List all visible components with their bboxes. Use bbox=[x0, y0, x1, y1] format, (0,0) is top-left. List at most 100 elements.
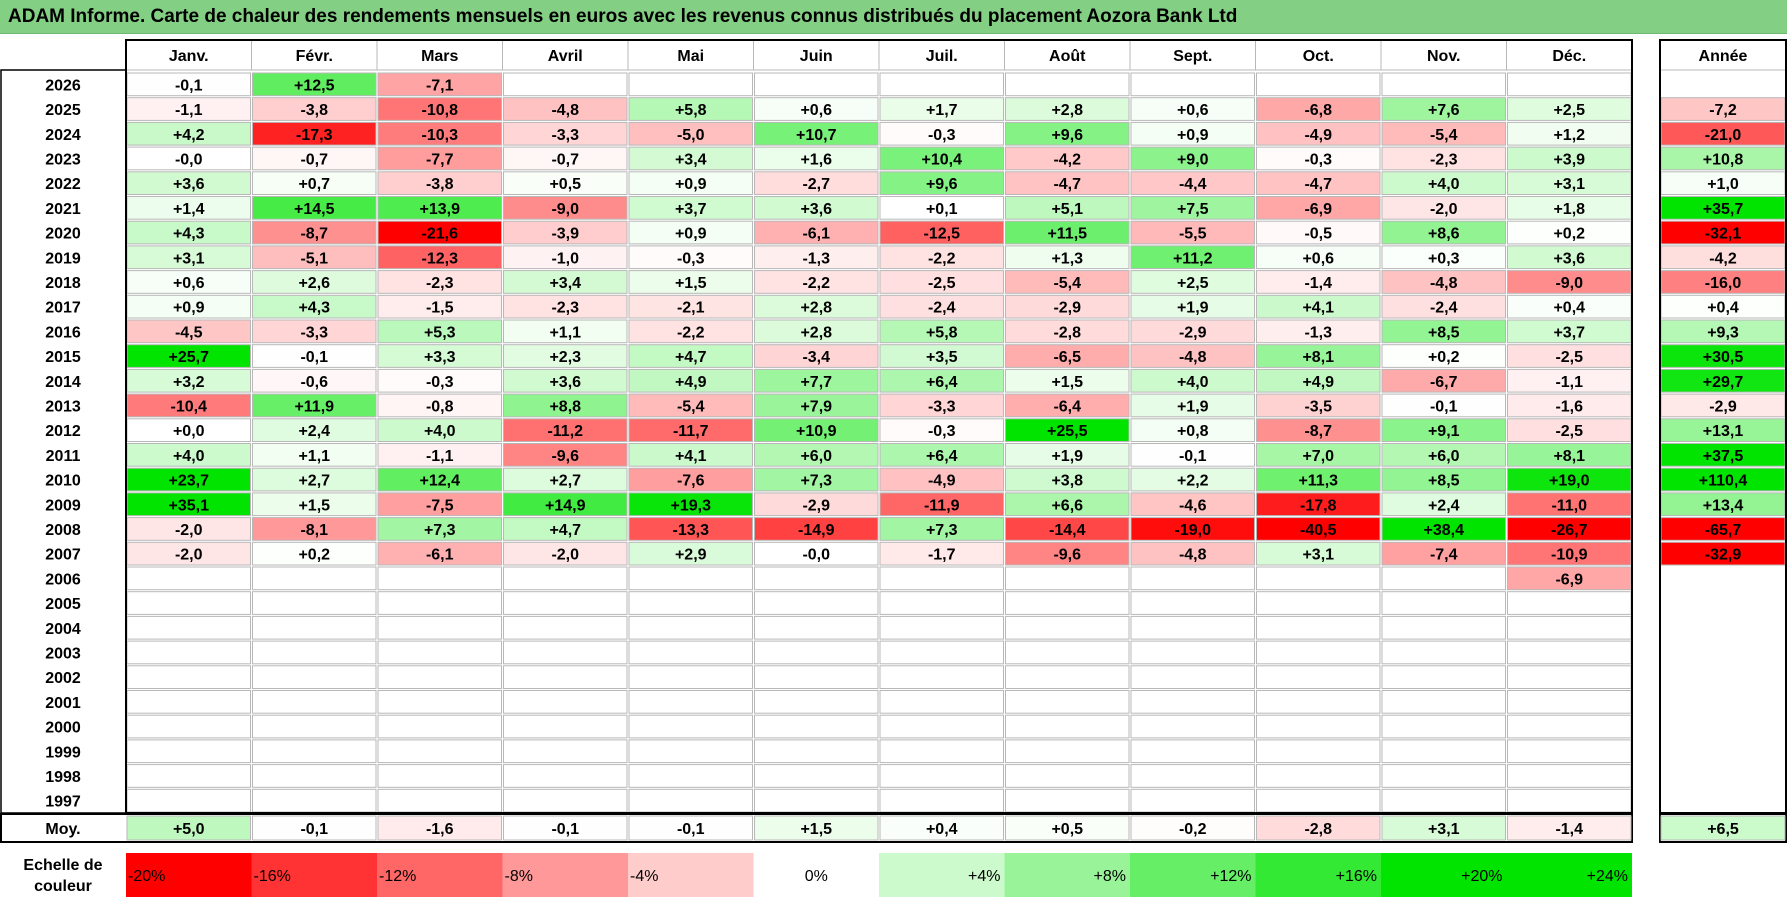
heatmap-cell bbox=[252, 368, 377, 393]
heatmap-cell bbox=[252, 690, 377, 714]
heatmap-cell bbox=[879, 344, 1004, 368]
heatmap-cell bbox=[879, 171, 1004, 196]
heatmap-cell bbox=[1130, 690, 1255, 714]
average-cell bbox=[1130, 815, 1255, 841]
year-label: 2022 bbox=[45, 176, 81, 193]
heatmap-cell bbox=[1256, 270, 1381, 294]
heatmap-cell bbox=[1005, 418, 1130, 442]
heatmap-cell-value: -2,2 bbox=[802, 275, 830, 292]
heatmap-cell bbox=[879, 764, 1004, 788]
heatmap-cell-value: +11,2 bbox=[1173, 250, 1213, 267]
heatmap-cell bbox=[1130, 270, 1255, 294]
heatmap-cell bbox=[1381, 467, 1506, 492]
heatmap-cell-value: +2,7 bbox=[298, 473, 330, 490]
annual-cell-value: +10,8 bbox=[1703, 151, 1744, 168]
annual-cell-value: -32,1 bbox=[1705, 226, 1742, 243]
heatmap-cell bbox=[879, 319, 1004, 344]
heatmap-cell bbox=[879, 541, 1004, 566]
annual-cell-value: -2,9 bbox=[1709, 398, 1737, 415]
heatmap-cell bbox=[1005, 615, 1130, 640]
heatmap-cell-value: -3,9 bbox=[551, 226, 579, 243]
heatmap-cell bbox=[628, 591, 753, 615]
heatmap-cell-value: +25,7 bbox=[169, 349, 210, 366]
heatmap-cell bbox=[879, 640, 1004, 665]
heatmap-cell-value: +10,9 bbox=[796, 423, 837, 440]
heatmap-cell-value: -2,0 bbox=[551, 547, 579, 564]
heatmap-cell-value: -9,6 bbox=[551, 448, 579, 465]
heatmap-cell bbox=[754, 591, 879, 615]
heatmap-cell-value: +19,0 bbox=[1549, 473, 1590, 490]
heatmap-cell bbox=[628, 344, 753, 368]
heatmap-cell bbox=[1130, 467, 1255, 492]
color-scale-stop-label: -16% bbox=[254, 868, 291, 885]
color-scale-swatch bbox=[1506, 853, 1632, 897]
heatmap-cell bbox=[126, 690, 251, 714]
heatmap-cell bbox=[377, 714, 502, 739]
heatmap-cell bbox=[1130, 764, 1255, 788]
heatmap-cell bbox=[1005, 541, 1130, 566]
heatmap-cell bbox=[754, 739, 879, 764]
heatmap-cell bbox=[879, 739, 1004, 764]
heatmap-cell bbox=[1381, 319, 1506, 344]
annual-cell bbox=[1661, 641, 1785, 664]
heatmap-cell-value: +3,9 bbox=[1553, 151, 1585, 168]
heatmap-cell bbox=[628, 121, 753, 146]
heatmap-cell bbox=[252, 541, 377, 566]
color-scale-stop-label: +24% bbox=[1587, 868, 1628, 885]
annual-cell bbox=[1661, 567, 1785, 590]
average-frame bbox=[0, 813, 1633, 843]
heatmap-cell bbox=[503, 146, 628, 171]
heatmap-cell bbox=[377, 220, 502, 245]
heatmap-cell bbox=[252, 739, 377, 764]
heatmap-cell-value: +5,3 bbox=[424, 324, 456, 341]
annual-cell-value: -21,0 bbox=[1705, 127, 1742, 144]
heatmap-cell bbox=[1256, 368, 1381, 393]
heatmap-cell bbox=[1130, 492, 1255, 517]
heatmap-cell bbox=[628, 171, 753, 196]
heatmap-cell bbox=[628, 245, 753, 270]
heatmap-cell-value: -3,8 bbox=[426, 176, 454, 193]
heatmap-cell bbox=[1256, 72, 1381, 97]
heatmap-cell bbox=[1130, 146, 1255, 171]
heatmap-cell-value: +0,2 bbox=[1428, 349, 1460, 366]
heatmap-cell bbox=[252, 245, 377, 270]
heatmap-cell bbox=[1256, 566, 1381, 591]
heatmap-cell bbox=[1256, 418, 1381, 442]
heatmap-cell-value: +4,9 bbox=[1302, 374, 1334, 391]
heatmap-cell bbox=[377, 121, 502, 146]
heatmap-cell-value: -0,7 bbox=[551, 151, 579, 168]
color-scale-stop-label: -8% bbox=[505, 868, 533, 885]
heatmap-cell bbox=[1256, 319, 1381, 344]
average-cell bbox=[1381, 815, 1506, 841]
heatmap-cell bbox=[754, 566, 879, 591]
average-cell-value: -1,6 bbox=[426, 821, 454, 838]
heatmap-cell bbox=[377, 788, 502, 813]
heatmap-cell-value: +1,9 bbox=[1051, 448, 1083, 465]
month-header-label: Mars bbox=[421, 48, 458, 65]
heatmap-cell bbox=[503, 393, 628, 418]
heatmap-cell-value: +8,1 bbox=[1553, 448, 1585, 465]
heatmap-cell-value: -2,7 bbox=[802, 176, 830, 193]
heatmap-cell-value: -13,3 bbox=[673, 522, 710, 539]
heatmap-cell bbox=[1130, 294, 1255, 319]
heatmap-cell bbox=[1005, 344, 1130, 368]
heatmap-cell bbox=[503, 344, 628, 368]
average-cell bbox=[628, 815, 753, 841]
heatmap-cell-value: +0,4 bbox=[1553, 300, 1585, 317]
heatmap-cell-value: +0,6 bbox=[800, 102, 832, 119]
heatmap-cell bbox=[754, 665, 879, 689]
heatmap-cell bbox=[126, 591, 251, 615]
annual-cell-value: +13,4 bbox=[1703, 497, 1744, 514]
year-label: 2005 bbox=[45, 596, 81, 613]
average-cell bbox=[126, 815, 251, 841]
heatmap-cell bbox=[1381, 640, 1506, 665]
heatmap-cell bbox=[1381, 714, 1506, 739]
heatmap-cell-value: +0,8 bbox=[1177, 423, 1209, 440]
heatmap-cell bbox=[1256, 640, 1381, 665]
heatmap-cell bbox=[879, 121, 1004, 146]
heatmap-cell-value: +3,6 bbox=[173, 176, 205, 193]
heatmap-cell bbox=[879, 196, 1004, 220]
heatmap-cell bbox=[754, 245, 879, 270]
heatmap-cell bbox=[879, 270, 1004, 294]
heatmap-cell-value: -10,9 bbox=[1551, 547, 1588, 564]
